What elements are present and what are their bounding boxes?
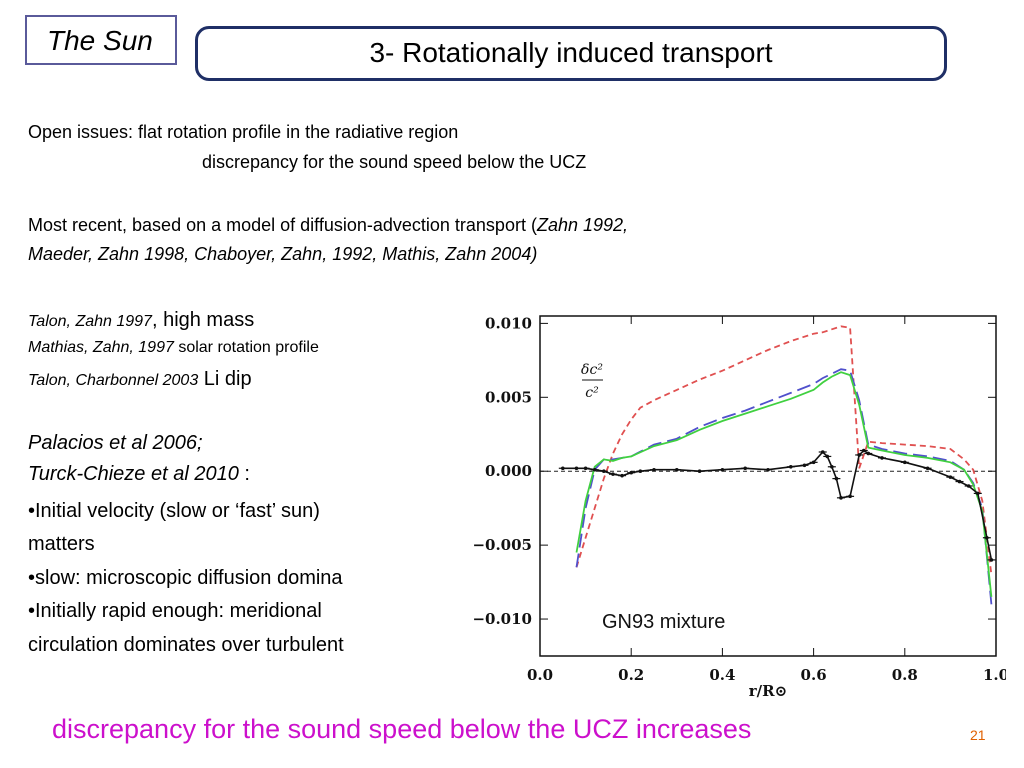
bullet-initial-velocity-cont: matters [28,533,95,555]
data-point [574,466,579,471]
data-point [802,463,807,468]
sound-speed-plot: 0.0 0.2 0.4 0.6 0.8 1.0 0.010 0.005 0.000 −0.005 −… [466,300,1006,700]
ref1-text: , high mass [151,309,255,331]
ref-line-2: Mathias, Zahn, 1997 solar rotation profi… [28,339,319,357]
data-point [985,535,989,540]
turck-authors: Turck-Chieze et al 2010 [28,463,239,485]
data-point [620,473,624,478]
data-point [866,451,871,456]
plot-frame [539,315,997,657]
data-point [675,467,679,472]
data-point [880,456,884,460]
recent-work-line1: Most recent, based on a model of diffusi… [28,215,628,236]
mixture-annotation: GN93 mixture [602,611,725,633]
ylabel-denominator: c² [585,385,599,401]
bullet-initial-velocity: •Initial velocity (slow or ‘fast’ sun) [28,500,320,522]
x-tick-label: 0.0 [527,666,553,684]
data-point [925,466,930,471]
x-tick-label: 0.6 [801,666,827,684]
conclusion-text: discrepancy for the sound speed below th… [52,714,752,744]
x-tick-label: 0.4 [709,666,735,684]
ref1-authors: Talon, Zahn 1997 [28,313,152,330]
ref3-text: Li dip [198,368,252,390]
data-point [848,494,852,499]
ref2-authors: Mathias, Zahn, 1997 [28,339,174,356]
data-point [825,454,830,459]
y-tick-label: 0.010 [485,314,532,332]
data-point [834,476,839,481]
slide-title: 3- Rotationally induced transport [369,37,773,68]
turck-ref-line: Turck-Chieze et al 2010 : [28,463,250,486]
y-tick-label: 0.005 [485,388,532,406]
data-point [957,479,962,484]
ref2-text: solar rotation profile [173,339,319,356]
series-line-2 [575,368,993,605]
data-point [743,466,747,471]
sound-speed-chart: 0.0 0.2 0.4 0.6 0.8 1.0 0.010 0.005 0.000 −0.005 −… [472,314,1006,700]
data-point [583,466,588,471]
recent-refs2: Maeder, Zahn 1998, Chaboyer, Zahn, 1992,… [28,244,538,264]
data-point [966,484,971,488]
data-point [903,460,907,465]
data-point [989,558,994,562]
y-tick-label: 0.000 [485,462,532,480]
bullet-rapid: •Initially rapid enough: meridional [28,600,322,622]
data-point [861,448,866,453]
data-point [611,472,615,476]
x-tick-label: 0.8 [892,666,918,684]
x-tick-label: 0.2 [618,666,644,684]
page-number: 21 [970,727,986,743]
data-point [820,450,825,454]
data-point [629,470,633,475]
data-point [948,475,953,479]
open-issues-line1: Open issues: flat rotation profile in th… [28,122,459,142]
data-point [975,491,980,496]
data-point [857,453,861,457]
x-tick-label: 1.0 [983,666,1006,684]
data-point [652,467,656,472]
data-point [561,466,565,471]
ylabel-numerator: δc² [581,362,603,378]
turck-colon: : [238,463,250,485]
data-point [789,464,793,469]
data-point [766,467,770,472]
data-point [638,469,643,474]
ref-line-3: Talon, Charbonnel 2003 Li dip [28,368,252,391]
section-label-box: The Sun [25,15,177,65]
data-point [811,460,816,465]
section-label: The Sun [47,25,153,56]
data-point [592,467,597,472]
ref-line-1: Talon, Zahn 1997, high mass [28,309,254,332]
recent-prefix: Most recent, based on a model of diffusi… [28,215,537,235]
data-point [830,464,834,469]
series-line-3 [575,371,993,597]
data-point [697,469,702,474]
open-issues-line2: discrepancy for the sound speed below th… [202,152,587,172]
data-point [720,467,725,472]
recent-refs1: Zahn 1992, [536,215,629,235]
y-tick-label: −0.005 [472,536,532,554]
slide-title-box: 3- Rotationally induced transport [195,26,947,81]
palacios-ref: Palacios et al 2006; [28,432,203,454]
series-line-1 [575,325,993,575]
ref3-authors: Talon, Charbonnel 2003 [28,372,199,389]
y-tick-label: −0.010 [472,610,532,628]
data-point [602,469,606,474]
bullet-rapid-cont: circulation dominates over turbulent [28,634,344,656]
data-point [839,496,843,500]
x-axis-label: r/R⊙ [749,682,787,700]
bullet-slow: •slow: microscopic diffusion domina [28,567,343,589]
